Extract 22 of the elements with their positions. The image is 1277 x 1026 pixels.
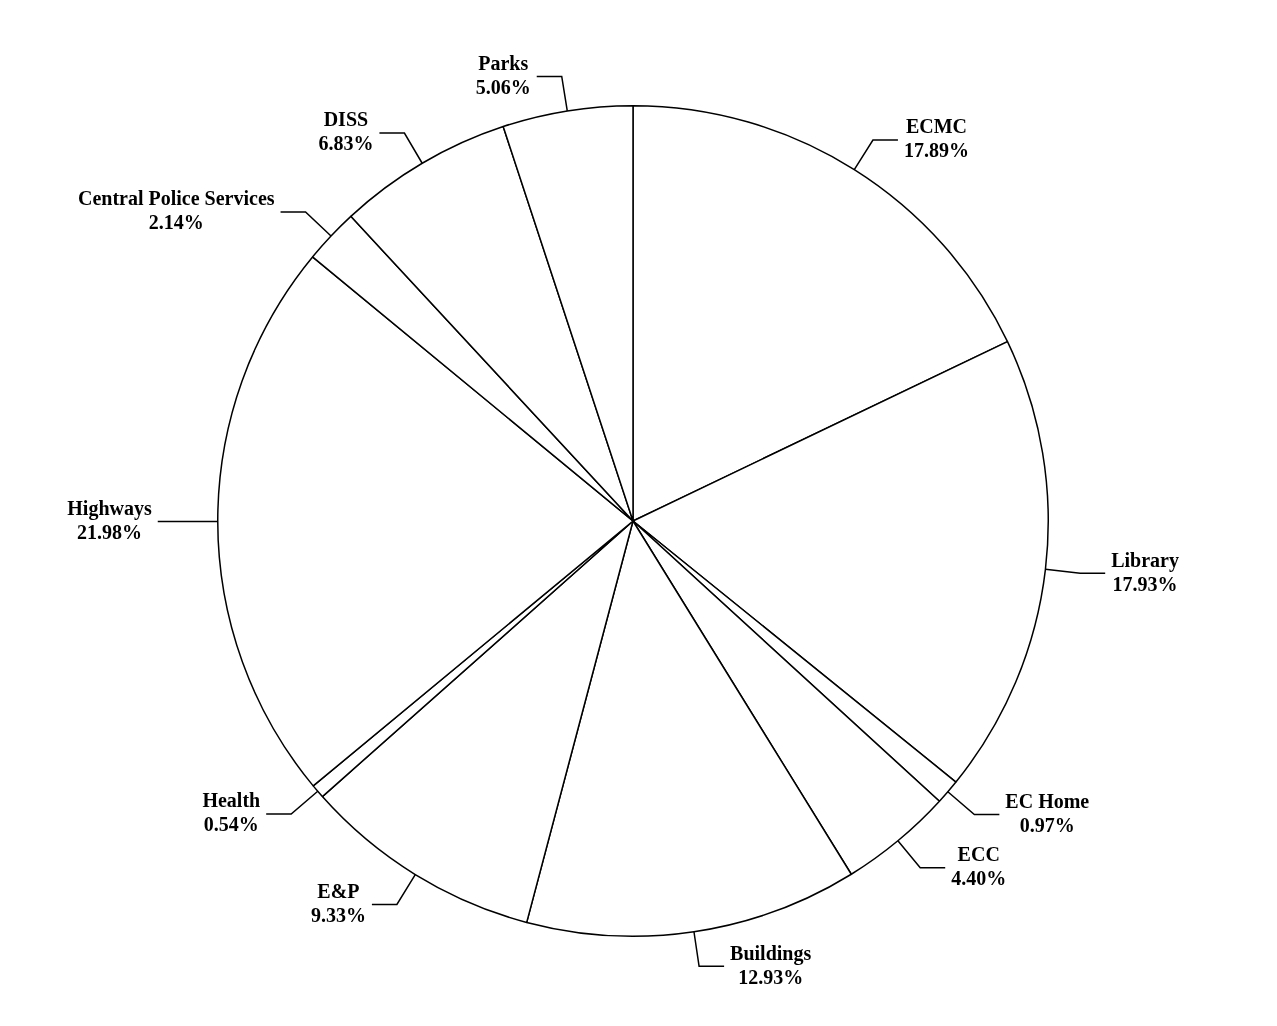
data-label: 4.40% bbox=[951, 866, 1007, 889]
data-label: 9.33% bbox=[310, 903, 366, 926]
slice-label: Health bbox=[202, 789, 261, 812]
data-label: 0.97% bbox=[1019, 813, 1075, 836]
data-label: 21.98% bbox=[77, 520, 143, 543]
data-label: 5.06% bbox=[475, 75, 531, 98]
slice-label: ECC bbox=[957, 842, 1000, 865]
data-label: 17.93% bbox=[1112, 572, 1178, 595]
data-label: 2.14% bbox=[148, 211, 204, 234]
data-label: 17.89% bbox=[903, 139, 969, 162]
slice-label: DISS bbox=[323, 108, 369, 131]
slice-label: E&P bbox=[317, 879, 360, 902]
slice-label: Library bbox=[1111, 548, 1179, 572]
data-label: 6.83% bbox=[318, 132, 374, 155]
slice-label: Buildings bbox=[730, 941, 812, 965]
slice-label: Parks bbox=[478, 51, 529, 74]
slice-label: ECMC bbox=[905, 115, 967, 138]
slice-label: EC Home bbox=[1005, 789, 1090, 812]
slice-label: Central Police Services bbox=[77, 187, 275, 210]
slice-label: Highways bbox=[67, 496, 152, 520]
data-label: 0.54% bbox=[203, 813, 259, 836]
data-label: 12.93% bbox=[738, 965, 804, 988]
